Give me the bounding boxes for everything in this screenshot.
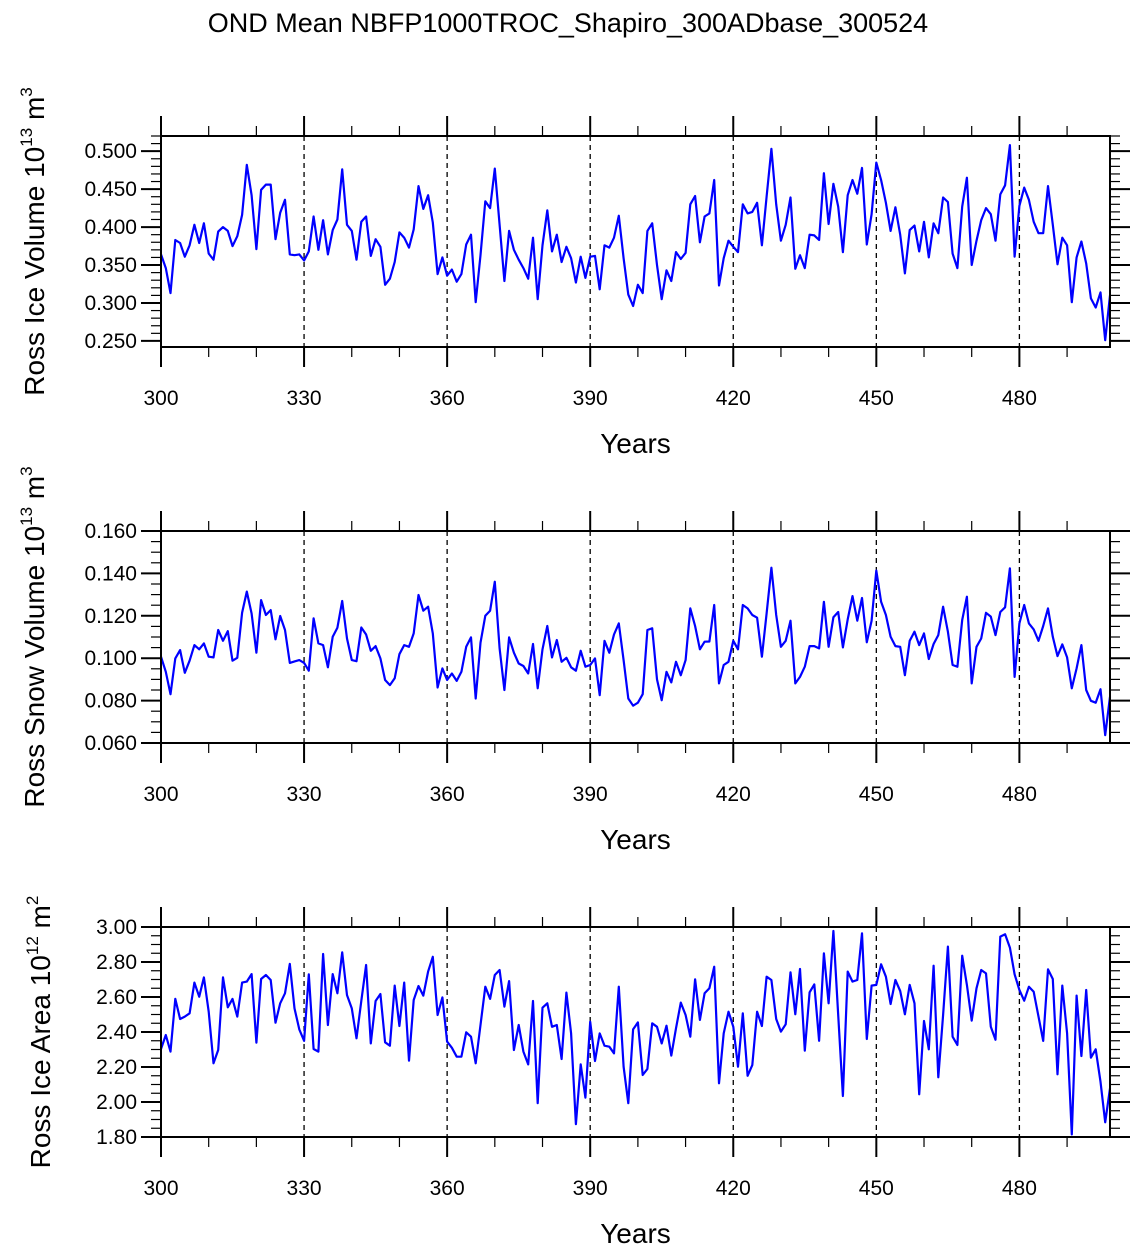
x-tick-label: 300 (143, 1177, 178, 1200)
y-tick-label: 2.00 (96, 1091, 137, 1114)
x-tick-label: 300 (143, 783, 178, 806)
y-tick-label: 0.140 (84, 562, 137, 585)
y-axis-label-text: m (19, 476, 50, 507)
y-axis-label-text: m (25, 905, 56, 936)
x-tick-label: 480 (1002, 783, 1037, 806)
y-tick-label: 2.40 (96, 1021, 137, 1044)
x-axis-label: Years (600, 428, 671, 459)
x-tick-label: 450 (859, 1177, 894, 1200)
y-axis-label-superscript: 3 (17, 466, 36, 475)
x-tick-label: 420 (716, 387, 751, 410)
y-axis-label-superscript: 13 (17, 128, 36, 147)
plot-frame (160, 135, 1111, 348)
y-tick-label: 0.080 (84, 690, 137, 713)
y-tick-label: 2.60 (96, 986, 137, 1009)
x-tick-label: 390 (573, 387, 608, 410)
x-tick-label: 450 (859, 783, 894, 806)
plot-frame (160, 530, 1111, 744)
y-axis-label-text: Ross Ice Volume 10 (19, 147, 50, 396)
y-axis-label-text: Ross Ice Area 10 (25, 955, 56, 1168)
series-line-ross-snow-volume (159, 566, 1112, 737)
x-tick-label: 420 (716, 1177, 751, 1200)
panel-ross-snow-volume: 300 330 360 390 420 450 480 Years 0.060 0.080 0.10… (17, 466, 1130, 855)
y-tick-label: 0.060 (84, 732, 137, 755)
chart-title: OND Mean NBFP1000TROC_Shapiro_300ADbase_… (208, 8, 928, 38)
y-tick-label: 0.450 (84, 178, 137, 201)
x-tick-label: 480 (1002, 387, 1037, 410)
x-tick-label: 360 (430, 387, 465, 410)
y-axis-label-superscript: 3 (17, 87, 36, 96)
x-tick-label: 360 (430, 783, 465, 806)
x-tick-label: 330 (287, 1177, 322, 1200)
y-tick-label: 0.100 (84, 647, 137, 670)
y-tick-label: 0.500 (84, 140, 137, 163)
x-tick-label: 330 (287, 783, 322, 806)
x-tick-label: 450 (859, 387, 894, 410)
x-tick-label: 420 (716, 783, 751, 806)
y-tick-label: 0.120 (84, 605, 137, 628)
y-tick-label: 0.300 (84, 292, 137, 315)
x-tick-label: 300 (143, 387, 178, 410)
y-axis-label-text: m (19, 97, 50, 128)
panel-ross-ice-volume: 300 330 360 390 420 450 480 Years 0.250 0.300 0.35… (17, 87, 1130, 459)
y-axis-label-superscript: 12 (23, 936, 42, 955)
x-tick-label: 360 (430, 1177, 465, 1200)
y-axis-label: Ross Ice Volume 1013 m3 (17, 87, 50, 396)
y-tick-label: 0.160 (84, 520, 137, 543)
x-tick-label: 390 (573, 1177, 608, 1200)
y-tick-label: 0.400 (84, 216, 137, 239)
x-axis-label: Years (600, 824, 671, 855)
panel-ross-ice-area: 300 330 360 390 420 450 480 Years 1.80 2.00 2.20 2.… (23, 896, 1130, 1249)
y-tick-label: 0.350 (84, 254, 137, 277)
plot-frame (160, 926, 1111, 1138)
y-tick-label: 2.80 (96, 951, 137, 974)
y-axis-label-text: Ross Snow Volume 10 (19, 526, 50, 808)
series-line-ross-ice-area (159, 929, 1112, 1136)
y-tick-label: 0.250 (84, 330, 137, 353)
y-axis-label-superscript: 2 (23, 896, 42, 905)
y-axis-label: Ross Snow Volume 1013 m3 (17, 466, 50, 807)
y-tick-label: 3.00 (96, 916, 137, 939)
x-tick-label: 330 (287, 387, 322, 410)
x-axis-label: Years (600, 1218, 671, 1249)
y-axis-label-superscript: 13 (17, 507, 36, 526)
x-tick-label: 480 (1002, 1177, 1037, 1200)
y-axis-label: Ross Ice Area 1012 m2 (23, 896, 56, 1169)
y-tick-label: 1.80 (96, 1126, 137, 1149)
x-tick-label: 390 (573, 783, 608, 806)
y-tick-label: 2.20 (96, 1056, 137, 1079)
series-line-ross-ice-volume (159, 144, 1112, 342)
